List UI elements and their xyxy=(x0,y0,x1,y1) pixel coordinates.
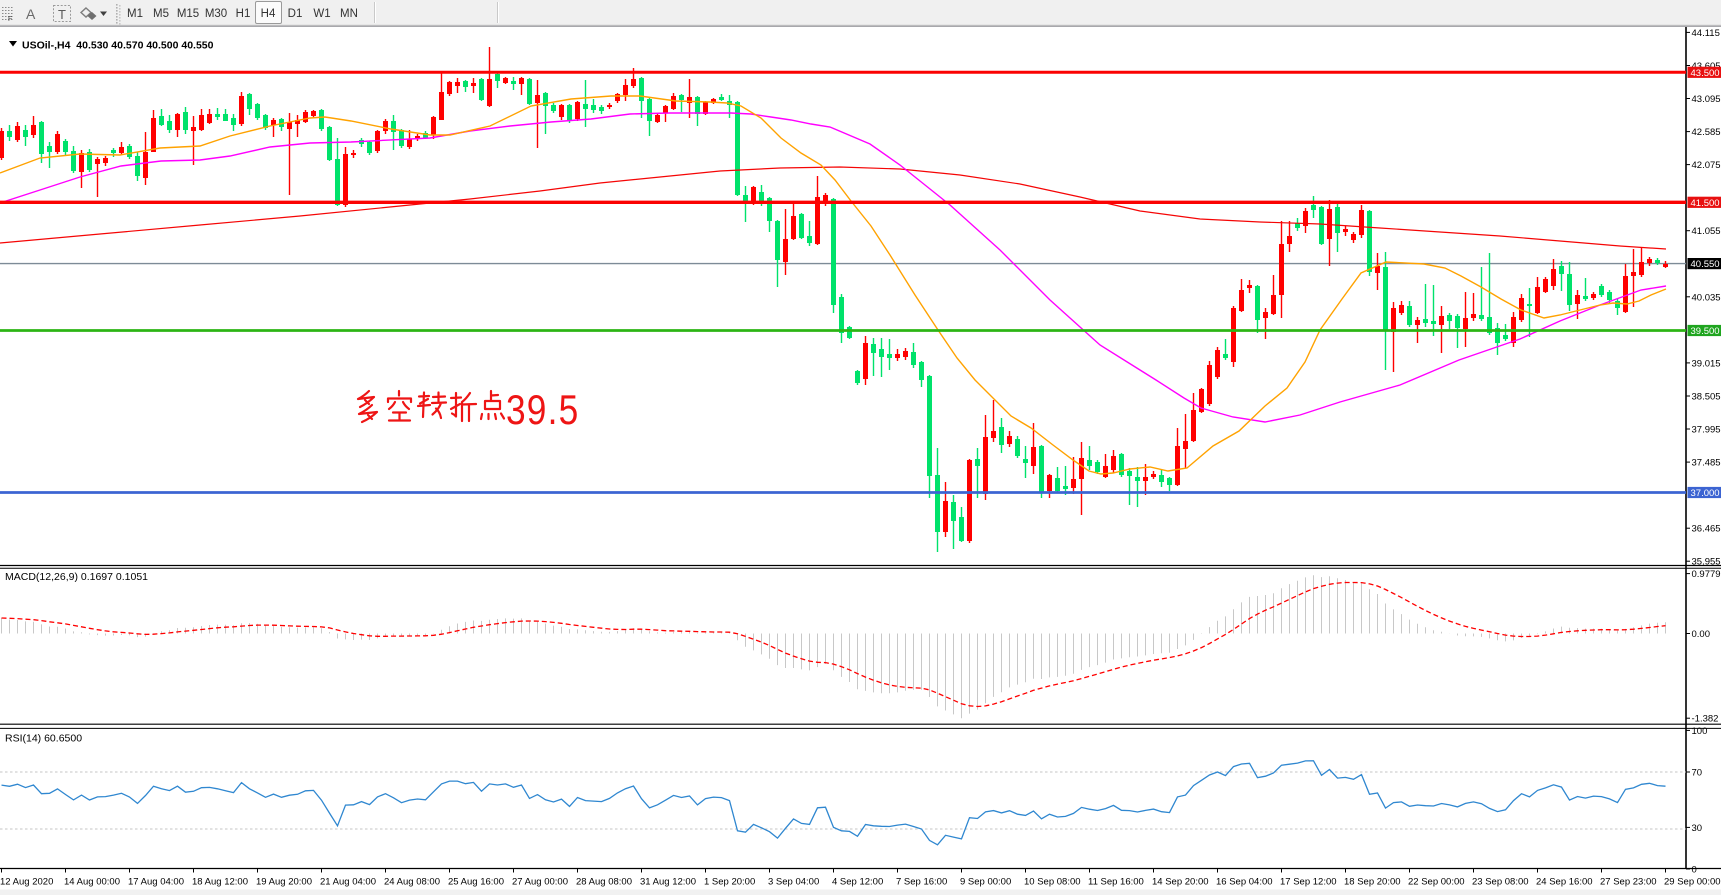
svg-text:27 Aug 00:00: 27 Aug 00:00 xyxy=(512,877,568,888)
svg-text:30: 30 xyxy=(1692,823,1703,834)
svg-text:W1: W1 xyxy=(313,8,330,20)
svg-text:M30: M30 xyxy=(205,8,227,20)
svg-text:25 Aug 16:00: 25 Aug 16:00 xyxy=(448,877,504,888)
svg-text:24 Aug 08:00: 24 Aug 08:00 xyxy=(384,877,440,888)
svg-text:4 Sep 12:00: 4 Sep 12:00 xyxy=(832,877,883,888)
svg-text:39.015: 39.015 xyxy=(1692,358,1721,369)
svg-text:21 Aug 04:00: 21 Aug 04:00 xyxy=(320,877,376,888)
svg-text:H4: H4 xyxy=(261,8,276,20)
svg-text:0.9779: 0.9779 xyxy=(1692,569,1721,580)
svg-text:7 Sep 16:00: 7 Sep 16:00 xyxy=(896,877,947,888)
svg-text:14 Aug 00:00: 14 Aug 00:00 xyxy=(64,877,120,888)
svg-text:41.055: 41.055 xyxy=(1692,226,1721,237)
svg-text:37.995: 37.995 xyxy=(1692,425,1721,436)
svg-text:35.955: 35.955 xyxy=(1692,557,1721,568)
svg-text:A: A xyxy=(26,6,36,22)
svg-text:H1: H1 xyxy=(236,8,251,20)
svg-text:28 Aug 08:00: 28 Aug 08:00 xyxy=(576,877,632,888)
svg-text:40.035: 40.035 xyxy=(1692,292,1721,303)
svg-text:RSI(14) 60.6500: RSI(14) 60.6500 xyxy=(5,733,82,745)
svg-text:12 Aug 2020: 12 Aug 2020 xyxy=(0,877,53,888)
svg-text:100: 100 xyxy=(1692,726,1708,737)
svg-text:39.5: 39.5 xyxy=(506,387,578,434)
svg-text:17 Sep 12:00: 17 Sep 12:00 xyxy=(1280,877,1337,888)
svg-text:43.605: 43.605 xyxy=(1692,61,1721,72)
svg-text:18 Sep 20:00: 18 Sep 20:00 xyxy=(1344,877,1401,888)
svg-text:36.465: 36.465 xyxy=(1692,524,1721,535)
svg-text:41.500: 41.500 xyxy=(1691,198,1720,209)
svg-text:T: T xyxy=(58,7,66,22)
svg-text:31 Aug 12:00: 31 Aug 12:00 xyxy=(640,877,696,888)
svg-text:43.500: 43.500 xyxy=(1691,68,1720,79)
svg-text:17 Aug 04:00: 17 Aug 04:00 xyxy=(128,877,184,888)
svg-text:37.485: 37.485 xyxy=(1692,458,1721,469)
svg-text:29 Sep 00:00: 29 Sep 00:00 xyxy=(1664,877,1721,888)
svg-text:11 Sep 16:00: 11 Sep 16:00 xyxy=(1088,877,1144,888)
svg-text:M15: M15 xyxy=(177,8,199,20)
svg-text:23 Sep 08:00: 23 Sep 08:00 xyxy=(1472,877,1529,888)
svg-text:0.00: 0.00 xyxy=(1692,629,1711,640)
svg-text:9 Sep 00:00: 9 Sep 00:00 xyxy=(960,877,1011,888)
svg-text:39.500: 39.500 xyxy=(1691,326,1720,337)
svg-text:0: 0 xyxy=(1692,865,1697,876)
svg-text:D1: D1 xyxy=(288,8,303,20)
svg-text:44.115: 44.115 xyxy=(1692,28,1720,39)
svg-text:38.505: 38.505 xyxy=(1692,392,1721,403)
svg-text:70: 70 xyxy=(1692,768,1703,779)
svg-text:40.550: 40.550 xyxy=(1691,259,1720,270)
svg-text:1 Sep 20:00: 1 Sep 20:00 xyxy=(704,877,755,888)
svg-text:MN: MN xyxy=(340,8,358,20)
svg-text:27 Sep 23:00: 27 Sep 23:00 xyxy=(1600,877,1657,888)
svg-text:14 Sep 20:00: 14 Sep 20:00 xyxy=(1152,877,1209,888)
svg-text:-1.382: -1.382 xyxy=(1692,714,1719,725)
svg-text:43.095: 43.095 xyxy=(1692,94,1721,105)
svg-text:18 Aug 12:00: 18 Aug 12:00 xyxy=(192,877,248,888)
svg-text:22 Sep 00:00: 22 Sep 00:00 xyxy=(1408,877,1465,888)
svg-text:42.075: 42.075 xyxy=(1692,160,1721,171)
svg-text:37.000: 37.000 xyxy=(1691,488,1720,499)
svg-text:M5: M5 xyxy=(153,8,169,20)
svg-text:19 Aug 20:00: 19 Aug 20:00 xyxy=(256,877,312,888)
svg-text:10 Sep 08:00: 10 Sep 08:00 xyxy=(1024,877,1081,888)
svg-text:M1: M1 xyxy=(127,8,143,20)
svg-text:F: F xyxy=(8,16,12,23)
svg-text:MACD(12,26,9) 0.1697 0.1051: MACD(12,26,9) 0.1697 0.1051 xyxy=(5,571,148,583)
svg-text:16 Sep 04:00: 16 Sep 04:00 xyxy=(1216,877,1273,888)
svg-text:USOil-,H4 40.530 40.570 40.50: USOil-,H4 40.530 40.570 40.500 40.550 xyxy=(22,40,214,52)
svg-text:42.585: 42.585 xyxy=(1692,127,1721,138)
svg-text:24 Sep 16:00: 24 Sep 16:00 xyxy=(1536,877,1593,888)
svg-text:3 Sep 04:00: 3 Sep 04:00 xyxy=(768,877,819,888)
